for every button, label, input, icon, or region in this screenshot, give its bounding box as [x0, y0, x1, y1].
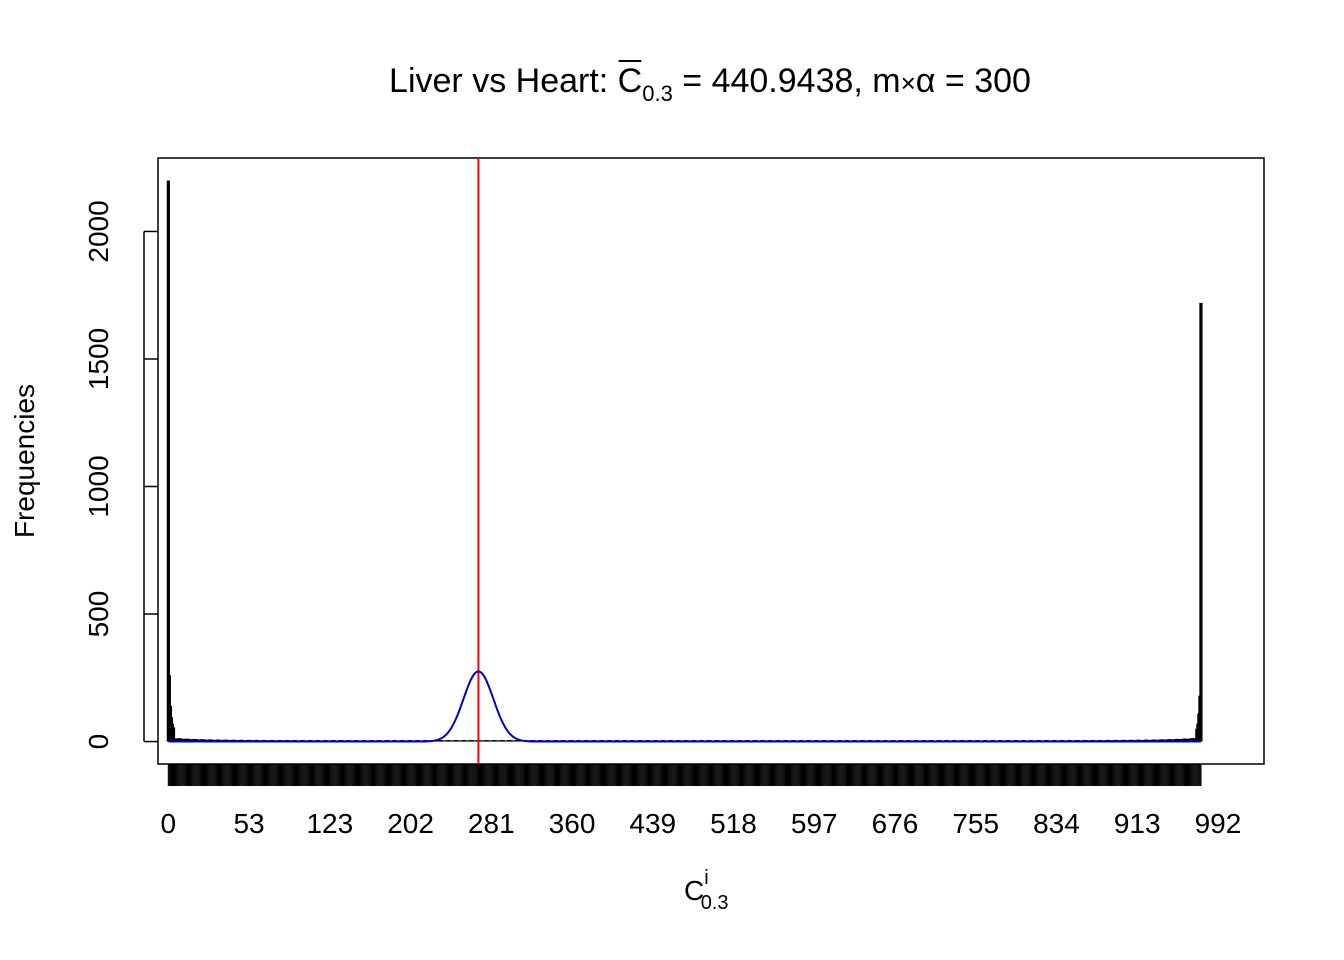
x-axis: 0 53 123 202 281 360 439 518 597 676 755 834 913 992 [161, 808, 1242, 839]
x-tick-label: 439 [629, 808, 676, 839]
x-tick-label: 913 [1114, 808, 1161, 839]
x-tick-label: 676 [872, 808, 919, 839]
title-times: × [901, 68, 916, 98]
y-tick-label: 1500 [83, 328, 114, 390]
x-tick-label: 755 [952, 808, 999, 839]
title-symbol-sub: 0.3 [642, 81, 673, 106]
y-axis-title: Frequencies [9, 384, 40, 538]
x-tick-label: 202 [387, 808, 434, 839]
x-tick-label: 281 [468, 808, 515, 839]
y-tick-label: 2000 [83, 200, 114, 262]
x-axis-title-base: C [684, 875, 704, 906]
title-mid: = 440.9438, m [673, 62, 901, 100]
x-axis-title-sub: 0.3 [701, 892, 729, 914]
x-tick-label: 518 [710, 808, 757, 839]
x-tick-label: 0 [161, 808, 177, 839]
plot-frame [157, 157, 1265, 765]
x-tick-label: 123 [306, 808, 353, 839]
title-prefix: Liver vs Heart: [389, 62, 618, 100]
title-symbol: C [618, 62, 643, 100]
title-suffix: = 300 [935, 62, 1030, 100]
x-tick-label: 360 [549, 808, 596, 839]
normal-curve [168, 670, 1201, 743]
y-tick-label: 1000 [83, 455, 114, 517]
x-tick-label: 53 [233, 808, 264, 839]
y-axis: 0 500 1000 1500 2000 [83, 200, 158, 749]
x-tick-label: 597 [791, 808, 838, 839]
y-tick-label: 0 [83, 734, 114, 750]
chart-title: Liver vs Heart: C0.3 = 440.9438, m×α = 3… [389, 62, 1031, 106]
x-axis-title: Ci 0.3 [684, 867, 729, 914]
x-axis-title-sup: i [704, 867, 708, 889]
histogram-bars [166, 180, 1203, 742]
title-alpha: α [916, 62, 936, 100]
y-tick-label: 500 [83, 591, 114, 638]
rug-marks [167, 764, 1202, 786]
x-tick-label: 992 [1195, 808, 1242, 839]
x-tick-label: 834 [1033, 808, 1080, 839]
